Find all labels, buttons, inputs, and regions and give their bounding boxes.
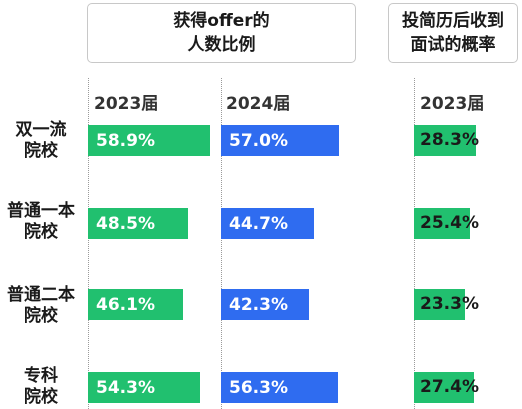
bar-offer-2024: 44.7% — [221, 208, 314, 239]
divider-rate-2023 — [414, 78, 415, 409]
bar-rate-2023 — [414, 125, 476, 156]
category-label: 双一流 院校 — [15, 120, 67, 161]
bar-offer-2023: 58.9% — [88, 125, 210, 156]
column-label-offer-2023: 2023届 — [94, 94, 159, 114]
rate-value-label: 25.4% — [420, 213, 479, 233]
bar-offer-2024: 42.3% — [221, 289, 309, 320]
header-offer-ratio-text: 获得offer的 人数比例 — [173, 11, 270, 55]
category-label: 普通一本 院校 — [7, 201, 75, 242]
bar-rate-2023 — [414, 372, 474, 403]
bar-offer-2023: 46.1% — [88, 289, 183, 320]
bar-offer-2023: 54.3% — [88, 372, 200, 403]
divider-offer-2024 — [221, 78, 222, 409]
header-interview-rate: 投简历后收到 面试的概率 — [388, 3, 518, 63]
bar-rate-2023 — [414, 208, 470, 239]
category-label: 普通二本 院校 — [7, 285, 75, 326]
divider-offer-2023 — [88, 78, 89, 409]
bar-offer-2024: 56.3% — [221, 372, 338, 403]
rate-value-label: 23.3% — [420, 294, 479, 314]
header-interview-rate-text: 投简历后收到 面试的概率 — [402, 11, 504, 55]
bar-offer-2023: 48.5% — [88, 208, 188, 239]
column-label-rate-2023: 2023届 — [420, 94, 485, 114]
column-label-offer-2024: 2024届 — [226, 94, 291, 114]
header-offer-ratio: 获得offer的 人数比例 — [87, 3, 356, 63]
category-label: 专科 院校 — [24, 366, 58, 407]
bar-offer-2024: 57.0% — [221, 125, 339, 156]
bar-rate-2023 — [414, 289, 465, 320]
rate-value-label: 28.3% — [420, 130, 479, 150]
rate-value-label: 27.4% — [420, 377, 479, 397]
